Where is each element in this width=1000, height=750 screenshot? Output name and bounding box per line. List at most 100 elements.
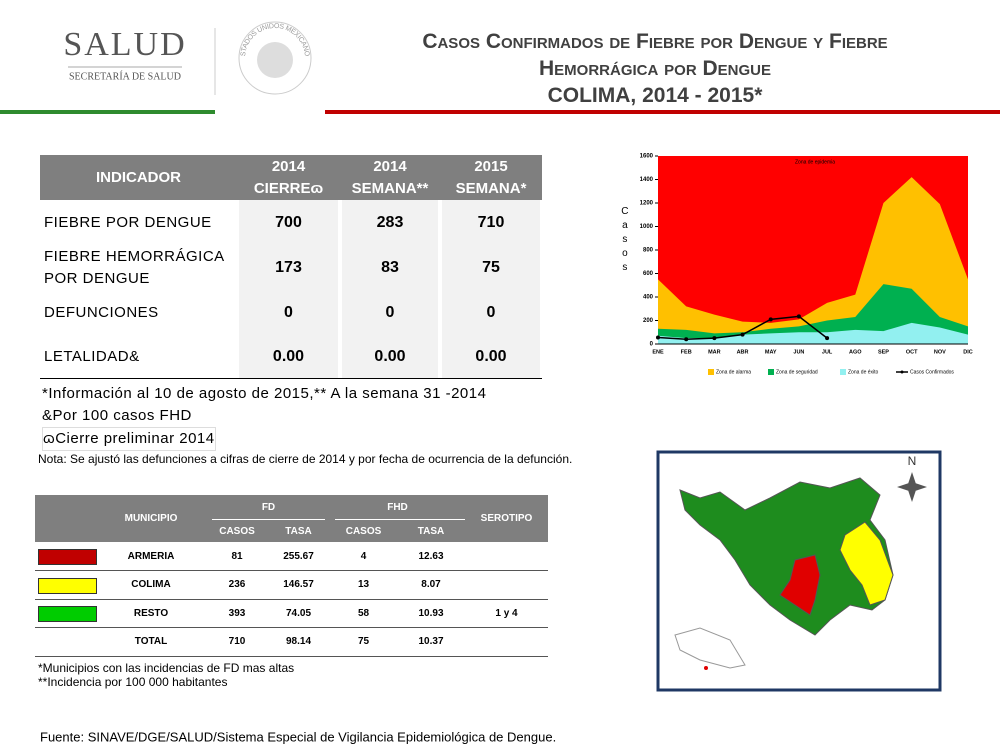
cell-value: 4 <box>360 550 367 562</box>
cell-value: 393 <box>228 607 246 619</box>
cell-value: 75 <box>442 245 540 290</box>
header-line: 2014 <box>271 157 306 175</box>
y-tick-label: 1600 <box>640 154 654 160</box>
legend-label: Zona de alarma <box>716 369 751 375</box>
point <box>656 335 660 340</box>
map-colima <box>839 521 894 606</box>
column-header: INDICADOR <box>40 155 237 200</box>
header-rule <box>335 519 465 520</box>
cell-value: 710 <box>228 636 246 647</box>
legend-label: Zona de éxito <box>848 369 879 375</box>
cell-value: 0 <box>442 290 540 335</box>
x-tick-label: SEP <box>878 349 889 355</box>
cell-value: 98.14 <box>285 636 312 647</box>
cell-value: 0.00 <box>342 335 438 378</box>
note: *Información al 10 de agosto de 2015,** … <box>42 385 487 402</box>
municipio-name: TOTAL <box>134 636 168 647</box>
x-tick-label: FEB <box>681 349 692 355</box>
seal-eagle <box>257 42 293 78</box>
y-axis-label: Casos <box>619 206 630 276</box>
column-header: CASOS <box>219 525 255 537</box>
column-header: SEROTIPO <box>480 513 533 524</box>
note: ɷCierre preliminar 2014 <box>42 427 216 451</box>
point <box>768 317 773 322</box>
y-tick-label: 1000 <box>640 224 654 230</box>
footer: Fuente: SINAVE/DGE/SALUD/Sistema Especia… <box>40 729 556 744</box>
point <box>740 332 745 337</box>
cell-value: 10.93 <box>418 607 444 619</box>
legend-swatch <box>840 369 846 375</box>
x-tick-label: ENE <box>652 349 664 355</box>
cell-value: 74.05 <box>285 607 312 619</box>
column-header: FHD <box>387 501 408 513</box>
cell-value: 8.07 <box>421 579 441 590</box>
cell-value: 0 <box>239 290 338 335</box>
y-tick-label: 200 <box>643 318 654 324</box>
cell-value: 12.63 <box>418 550 444 562</box>
map: N <box>656 450 942 692</box>
row-rule <box>35 627 548 628</box>
y-tick-label: 800 <box>643 248 654 254</box>
header-line: 2015 <box>474 157 508 175</box>
x-tick-label: OCT <box>906 349 918 355</box>
cell-value: 10.37 <box>418 636 444 647</box>
map-armeria <box>779 554 821 616</box>
cell-value: 58 <box>357 607 370 619</box>
note: **Incidencia por 100 000 habitantes <box>38 675 228 689</box>
cell-value: 81 <box>231 550 243 562</box>
epidemic-label: Zona de epidemia <box>795 159 835 165</box>
cell-value: 700 <box>239 200 338 245</box>
serotipo: 1 y 4 <box>495 607 518 619</box>
chart: Zona de epidemia 0 200 400 600 800 1000 1200 140… <box>619 154 972 376</box>
row-label: FIEBRE POR DENGUE <box>44 213 212 231</box>
header-bg <box>40 155 542 200</box>
row-label: FIEBRE HEMORRÁGICA POR DENGUE <box>44 247 224 287</box>
cell-value: 13 <box>357 579 370 590</box>
compass <box>897 472 927 502</box>
column-header: TASA <box>285 525 312 537</box>
table-rule <box>40 378 542 379</box>
title-line: COLIMA, 2014 - 2015* <box>547 84 763 107</box>
municipio-name: ARMERIA <box>127 550 175 562</box>
cell-value: 710 <box>442 200 540 245</box>
row-rule <box>35 598 548 600</box>
title-line: Hemorrágica por Dengue <box>538 57 771 80</box>
y-tick-label: 1200 <box>640 201 654 207</box>
row-rule <box>35 655 548 657</box>
legend-label: Zona de seguridad <box>776 369 818 375</box>
row-rule <box>35 570 548 571</box>
x-tick-label: AGO <box>849 349 862 355</box>
column-header: 2015 SEMANA* <box>440 155 542 200</box>
indicator-table: INDICADOR 2014 CIERREɷ 2014 SEMANA** 2015 SEMA… <box>40 155 542 380</box>
header-rule <box>212 519 325 520</box>
cell-value: 255.67 <box>283 550 314 562</box>
x-tick-label: MAY <box>765 349 777 355</box>
y-tick-label: 600 <box>643 271 654 277</box>
point <box>712 336 717 341</box>
header-line: CIERREɷ <box>253 179 324 197</box>
cell-value: 173 <box>239 245 338 290</box>
legend-label: Casos Confirmados <box>910 369 954 375</box>
north-label: N <box>908 454 917 468</box>
cell-value: 75 <box>357 636 370 647</box>
y-tick-label: 1400 <box>640 177 654 183</box>
map-inset <box>674 627 746 669</box>
x-tick-label: MAR <box>708 349 721 355</box>
note: &Por 100 casos FHD <box>42 407 192 424</box>
legend-point <box>900 370 904 374</box>
cell-value: 236 <box>228 579 246 590</box>
x-tick-label: ABR <box>737 349 749 355</box>
header-line: 2014 <box>373 157 407 175</box>
cell-value: 0.00 <box>442 335 540 378</box>
title: Casos Confirmados de Fiebre por Dengue y… <box>330 28 980 109</box>
column-header: TASA <box>417 525 445 537</box>
area <box>658 322 968 344</box>
y-tick-label: 0 <box>650 342 654 348</box>
header-line: SEMANA* <box>455 179 527 197</box>
header-line: INDICADOR <box>96 168 181 186</box>
seal <box>238 21 312 95</box>
cell-value: 283 <box>342 200 438 245</box>
area <box>658 284 968 344</box>
